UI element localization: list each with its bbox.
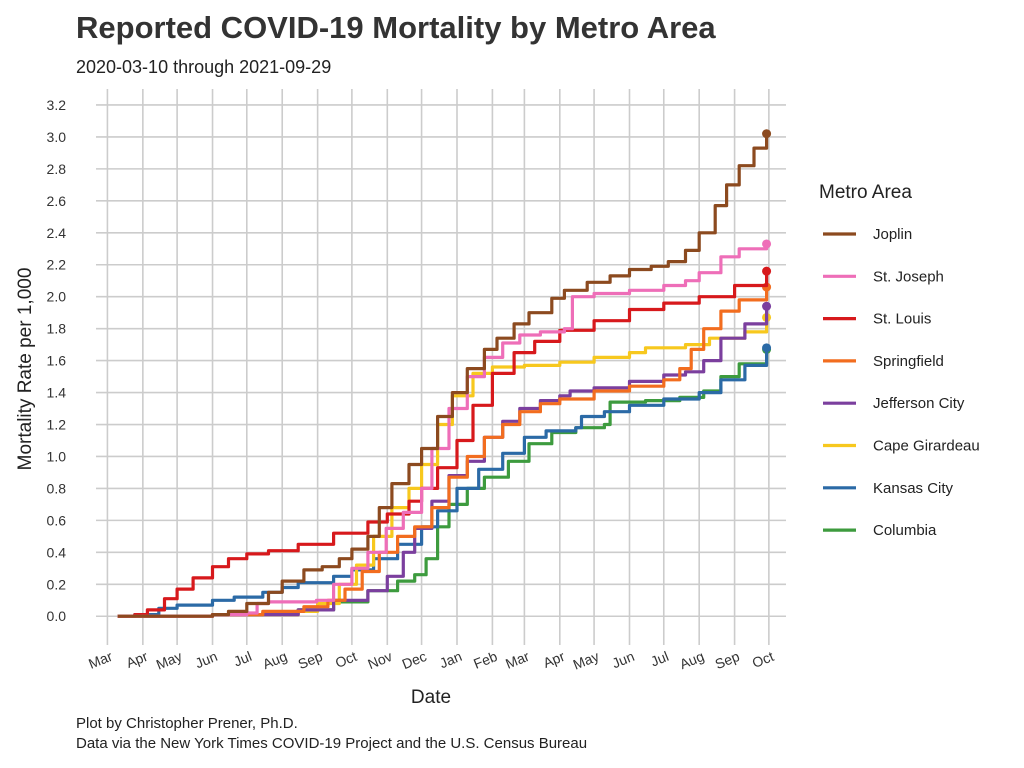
y-tick-label: 2.2: [47, 257, 67, 273]
x-tick-label: Sep: [296, 648, 325, 672]
legend-label-kansas-city: Kansas City: [873, 480, 954, 497]
x-tick-label: May: [154, 648, 185, 673]
x-tick-label: Aug: [677, 648, 706, 672]
y-tick-label: 2.0: [47, 289, 67, 305]
x-tick-label: Jan: [437, 648, 464, 671]
caption-source: Data via the New York Times COVID-19 Pro…: [76, 735, 588, 752]
chart-title: Reported COVID-19 Mortality by Metro Are…: [76, 10, 716, 45]
y-tick-label: 1.8: [47, 321, 67, 337]
y-tick-label: 0.8: [47, 480, 67, 496]
legend-label-st-louis: St. Louis: [873, 311, 931, 328]
legend-label-st-joseph: St. Joseph: [873, 268, 944, 285]
y-axis-ticks: 0.0 0.2 0.4 0.6 0.8 1.0 1.2 1.4 1.6 1.8 2.0 2.2 2.4 2…: [47, 97, 67, 624]
legend-label-cape-girardeau: Cape Girardeau: [873, 438, 980, 455]
legend-label-joplin: Joplin: [873, 226, 912, 243]
x-tick-label: Oct: [333, 648, 359, 671]
x-tick-label: Jul: [648, 648, 671, 670]
x-tick-label: Apr: [541, 648, 568, 671]
caption-author: Plot by Christopher Prener, Ph.D.: [76, 715, 298, 732]
y-tick-label: 3.2: [47, 97, 67, 113]
series-endpoint-st-louis: [762, 266, 772, 276]
y-tick-label: 2.4: [47, 225, 67, 241]
series-line-columbia: [117, 349, 769, 618]
legend: Metro Area Joplin St. Joseph St. Louis Spri…: [819, 182, 980, 539]
series-endpoint-jefferson-city: [762, 301, 772, 311]
y-tick-label: 0.6: [47, 512, 67, 528]
x-tick-label: Oct: [750, 648, 776, 671]
chart-subtitle: 2020-03-10 through 2021-09-29: [76, 57, 332, 77]
x-tick-label: Sep: [713, 648, 742, 672]
x-tick-label: Mar: [503, 648, 532, 672]
x-axis-label: Date: [411, 687, 451, 708]
legend-label-jefferson-city: Jefferson City: [873, 395, 965, 412]
legend-title: Metro Area: [819, 182, 912, 203]
y-tick-label: 3.0: [47, 129, 67, 145]
x-tick-label: Feb: [471, 648, 500, 672]
y-tick-label: 1.0: [47, 448, 67, 464]
legend-label-springfield: Springfield: [873, 353, 944, 370]
legend-label-columbia: Columbia: [873, 522, 937, 539]
x-tick-label: Jun: [193, 648, 220, 671]
series-endpoint-joplin: [762, 129, 772, 139]
x-tick-label: Jun: [610, 648, 637, 671]
y-tick-label: 0.2: [47, 576, 67, 592]
x-tick-label: Apr: [124, 648, 151, 671]
x-tick-label: Jul: [231, 648, 254, 670]
series-line-kansas-city: [117, 347, 769, 618]
y-tick-label: 1.2: [47, 417, 67, 433]
x-tick-label: Dec: [400, 648, 429, 672]
series-line-st-joseph: [117, 244, 769, 618]
series-endpoint-kansas-city: [762, 343, 772, 353]
y-tick-label: 0.4: [47, 544, 67, 560]
series-line-springfield: [117, 287, 769, 618]
y-tick-label: 2.6: [47, 193, 67, 209]
series-line-joplin: [117, 133, 769, 618]
x-tick-label: May: [571, 648, 602, 673]
y-tick-label: 1.4: [47, 385, 67, 401]
y-tick-label: 2.8: [47, 161, 67, 177]
y-axis-label: Mortality Rate per 1,000: [15, 268, 36, 471]
y-tick-label: 1.6: [47, 353, 67, 369]
series-line-st-louis: [117, 271, 769, 618]
series-lines: [117, 129, 772, 618]
x-axis-ticks: Mar Apr May Jun Jul Aug Sep Oct Nov Dec Jan Feb Mar A…: [86, 648, 776, 673]
series-line-jefferson-city: [117, 306, 769, 618]
y-tick-label: 0.0: [47, 608, 67, 624]
x-tick-label: Aug: [260, 648, 289, 672]
series-endpoint-st-joseph: [762, 239, 772, 249]
x-tick-label: Mar: [86, 648, 115, 672]
x-tick-label: Nov: [365, 648, 394, 672]
